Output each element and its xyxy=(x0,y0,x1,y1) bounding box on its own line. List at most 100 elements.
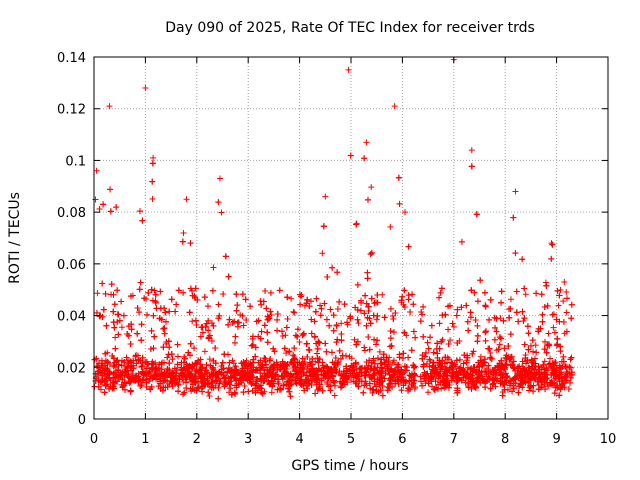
roti-point xyxy=(279,373,286,380)
roti-point xyxy=(277,386,284,393)
roti-point xyxy=(193,321,200,328)
roti-point xyxy=(398,378,405,385)
roti-point xyxy=(422,349,429,356)
roti-point xyxy=(153,365,160,372)
roti-point xyxy=(489,381,496,388)
roti-point xyxy=(539,318,546,325)
roti-point xyxy=(311,369,318,376)
roti-point xyxy=(130,365,137,372)
roti-point xyxy=(263,305,270,312)
roti-point xyxy=(337,355,344,362)
roti-point xyxy=(510,214,517,221)
roti-point xyxy=(203,361,210,368)
roti-point xyxy=(409,291,416,298)
roti-point xyxy=(297,368,304,375)
roti-point xyxy=(338,331,345,338)
roti-point xyxy=(387,343,394,350)
roti-point xyxy=(529,337,536,344)
roti-point xyxy=(257,298,264,305)
roti-point xyxy=(535,328,542,335)
roti-point xyxy=(428,322,435,329)
roti-point xyxy=(274,327,281,334)
roti-point xyxy=(405,243,412,250)
roti-point xyxy=(282,332,289,339)
roti-point xyxy=(301,359,308,366)
roti-point xyxy=(197,361,204,368)
roti-point xyxy=(389,359,396,366)
roti-point xyxy=(528,359,535,366)
roti-point xyxy=(136,309,143,316)
roti-point xyxy=(218,209,225,216)
roti-point xyxy=(471,383,478,390)
roti-point xyxy=(395,174,402,181)
roti-point xyxy=(436,345,443,352)
roti-point xyxy=(107,208,114,215)
roti-point xyxy=(103,375,110,382)
roti-point xyxy=(108,291,115,298)
roti-point xyxy=(120,312,127,319)
roti-point xyxy=(568,354,575,361)
roti-point xyxy=(420,363,427,370)
roti-point xyxy=(181,353,188,360)
roti-point xyxy=(141,372,148,379)
roti-point xyxy=(234,319,241,326)
roti-point xyxy=(198,324,205,331)
roti-point xyxy=(115,331,122,338)
roti-point xyxy=(364,269,371,276)
roti-point xyxy=(446,367,453,374)
roti-point xyxy=(361,382,368,389)
roti-point xyxy=(226,381,233,388)
roti-point xyxy=(439,312,446,319)
roti-point xyxy=(215,315,222,322)
roti-point xyxy=(239,368,246,375)
roti-point xyxy=(313,368,320,375)
roti-point xyxy=(198,379,205,386)
roti-point xyxy=(241,382,248,389)
roti-point xyxy=(180,289,187,296)
roti-point xyxy=(390,357,397,364)
roti-point xyxy=(333,322,340,329)
roti-point xyxy=(487,354,494,361)
roti-point xyxy=(408,347,415,354)
roti-point xyxy=(157,305,164,312)
roti-point xyxy=(374,355,381,362)
roti-point xyxy=(505,342,512,349)
roti-point xyxy=(548,255,555,262)
roti-point xyxy=(562,373,569,380)
roti-point xyxy=(175,381,182,388)
roti-point xyxy=(362,292,369,299)
roti-point xyxy=(175,287,182,294)
roti-point xyxy=(567,374,574,381)
roti-point xyxy=(560,358,567,365)
roti-point xyxy=(486,345,493,352)
roti-point xyxy=(215,199,222,206)
roti-point xyxy=(324,274,331,281)
roti-point xyxy=(319,387,326,394)
roti-point xyxy=(456,365,463,372)
roti-point xyxy=(316,339,323,346)
roti-point xyxy=(512,250,519,257)
roti-point xyxy=(306,347,313,354)
roti-point xyxy=(172,308,179,315)
roti-point xyxy=(294,326,301,333)
roti-point xyxy=(294,371,301,378)
roti-point xyxy=(521,285,528,292)
roti-point xyxy=(552,359,559,366)
roti-point xyxy=(106,374,113,381)
roti-point xyxy=(519,308,526,315)
roti-point xyxy=(503,361,510,368)
roti-point xyxy=(446,381,453,388)
roti-point xyxy=(458,377,465,384)
roti-point xyxy=(268,377,275,384)
roti-point xyxy=(114,287,121,294)
roti-point xyxy=(292,356,299,363)
roti-point xyxy=(93,309,100,316)
roti-point xyxy=(160,344,167,351)
roti-point xyxy=(314,345,321,352)
roti-point xyxy=(445,326,452,333)
roti-point xyxy=(233,384,240,391)
roti-point xyxy=(108,281,115,288)
roti-point xyxy=(361,310,368,317)
roti-point xyxy=(99,369,106,376)
roti-point xyxy=(293,380,300,387)
